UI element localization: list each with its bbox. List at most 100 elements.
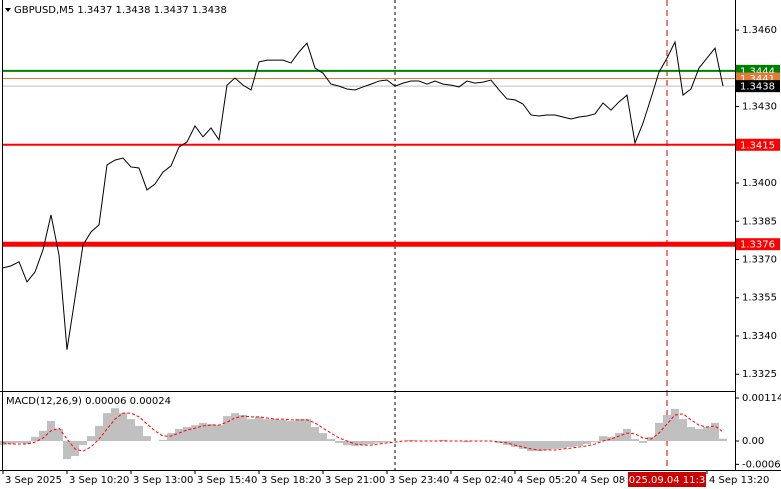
histogram-bar <box>559 440 567 449</box>
histogram-bar <box>623 428 631 441</box>
histogram-bar <box>439 439 447 441</box>
histogram-bar <box>295 419 303 441</box>
cursor-time-box <box>628 472 706 487</box>
histogram-bar <box>183 427 191 441</box>
histogram-bar <box>159 439 167 441</box>
price-level-label: 1.3444 <box>740 66 775 77</box>
y-tick-label: 0.00114 <box>742 393 781 404</box>
y-tick-label: 1.3340 <box>742 331 777 342</box>
histogram-bar <box>191 425 199 441</box>
signal-line <box>2 412 724 452</box>
histogram-bar <box>95 425 103 441</box>
histogram-bar <box>239 414 247 441</box>
y-tick-label: 1.3370 <box>742 254 777 265</box>
histogram-bar <box>271 419 279 441</box>
histogram-bar <box>7 440 15 444</box>
histogram-bar <box>359 440 367 446</box>
histogram-bar <box>383 440 391 443</box>
histogram-bar <box>543 440 551 451</box>
histogram-bar <box>575 440 583 446</box>
histogram-bar <box>551 440 559 449</box>
y-tick-label: 0.00 <box>742 436 764 447</box>
y-tick-label: 1.3430 <box>742 102 777 113</box>
x-tick-label: 4 Sep 13:20 <box>709 475 769 486</box>
price-level-label: 1.3376 <box>740 240 775 251</box>
price-level-label: 1.3441 <box>740 74 775 85</box>
x-tick-label: 3 Sep 10:20 <box>69 475 129 486</box>
x-tick-label: 3 Sep 23:40 <box>389 475 449 486</box>
histogram-bar <box>639 440 647 443</box>
histogram-bar <box>79 440 87 446</box>
histogram-bar <box>527 440 535 452</box>
x-tick-label: 4 Sep 08:00 <box>581 475 641 486</box>
y-tick-label: 1.3400 <box>742 178 777 189</box>
price-level-box <box>736 138 780 151</box>
histogram-bar <box>599 436 607 441</box>
y-tick-label: -0.00062 <box>742 459 781 470</box>
histogram-bar <box>335 440 343 443</box>
histogram-bar <box>215 425 223 441</box>
histogram-bar <box>207 424 215 441</box>
histogram-bar <box>279 419 287 441</box>
x-tick-label: 4 Sep 05:20 <box>517 475 577 486</box>
histogram-bar <box>607 436 615 441</box>
histogram-bar <box>695 428 703 441</box>
histogram-bar <box>671 408 679 441</box>
price-level-box <box>736 80 780 93</box>
histogram-bar <box>567 440 575 448</box>
y-tick-label: 1.3460 <box>742 25 777 36</box>
histogram-bar <box>591 440 599 443</box>
histogram-bar <box>367 440 375 444</box>
histogram-bar <box>127 419 135 441</box>
histogram-bar <box>711 422 719 441</box>
histogram-bar <box>87 436 95 441</box>
histogram-bar <box>311 427 319 441</box>
histogram-bar <box>351 440 359 446</box>
histogram-bar <box>583 440 591 444</box>
x-tick-label: 3 Sep 15:40 <box>197 475 257 486</box>
histogram-bar <box>15 440 23 443</box>
histogram-bar <box>703 427 711 441</box>
histogram-bar <box>231 413 239 441</box>
x-tick-label: 4 Sep 02:40 <box>453 475 513 486</box>
histogram-bar <box>175 428 183 441</box>
histogram-bar <box>223 416 231 441</box>
x-tick-label: 3 Sep 18:20 <box>261 475 321 486</box>
histogram-bar <box>263 419 271 441</box>
histogram-bar <box>655 422 663 441</box>
histogram-bar <box>663 414 671 441</box>
x-tick-label: 3 Sep 2025 <box>5 475 62 486</box>
indicator-title: MACD(12,26,9) 0.00006 0.00024 <box>6 396 171 407</box>
histogram-bar <box>687 427 695 441</box>
histogram-bar <box>407 439 415 441</box>
histogram-bar <box>63 440 71 460</box>
y-tick-label: 1.3385 <box>742 216 777 227</box>
histogram-bar <box>343 440 351 446</box>
y-tick-label: 1.3355 <box>742 293 777 304</box>
histogram-bar <box>519 440 527 449</box>
plot-area <box>0 0 735 470</box>
histogram-bar <box>495 440 503 443</box>
y-tick-label: 1.3325 <box>742 369 777 380</box>
histogram-bar <box>319 433 327 441</box>
histogram-bar <box>511 440 519 448</box>
price-line <box>2 40 724 350</box>
histogram-bar <box>255 416 263 441</box>
histogram-bar <box>615 433 623 441</box>
price-level-label: 1.3438 <box>740 82 775 93</box>
cursor-time-label: 2025.09.04 11:35 <box>622 475 711 486</box>
histogram-bar <box>167 433 175 441</box>
chart-title: GBPUSD,M5 1.3437 1.3438 1.3437 1.3438 <box>14 5 227 16</box>
histogram-bar <box>119 413 127 441</box>
histogram-bar <box>287 421 295 441</box>
histogram-bar <box>39 430 47 441</box>
histogram-bar <box>247 419 255 441</box>
histogram-bar <box>535 440 543 452</box>
histogram-bar <box>679 419 687 441</box>
histogram-bar <box>135 425 143 441</box>
x-tick-label: 3 Sep 13:00 <box>133 475 193 486</box>
histogram-bar <box>31 436 39 441</box>
menu-arrow[interactable] <box>5 8 11 12</box>
histogram-bar <box>375 440 383 443</box>
